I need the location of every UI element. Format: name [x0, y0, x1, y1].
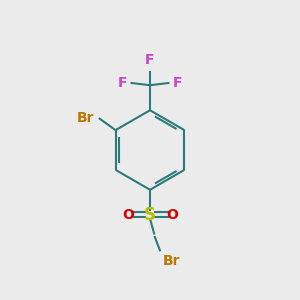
Text: Br: Br: [163, 254, 181, 268]
Text: O: O: [122, 208, 134, 222]
Text: F: F: [173, 76, 182, 90]
Text: F: F: [145, 53, 155, 67]
Text: Br: Br: [77, 111, 95, 125]
Text: O: O: [166, 208, 178, 222]
Text: S: S: [144, 206, 156, 224]
Text: F: F: [118, 76, 127, 90]
